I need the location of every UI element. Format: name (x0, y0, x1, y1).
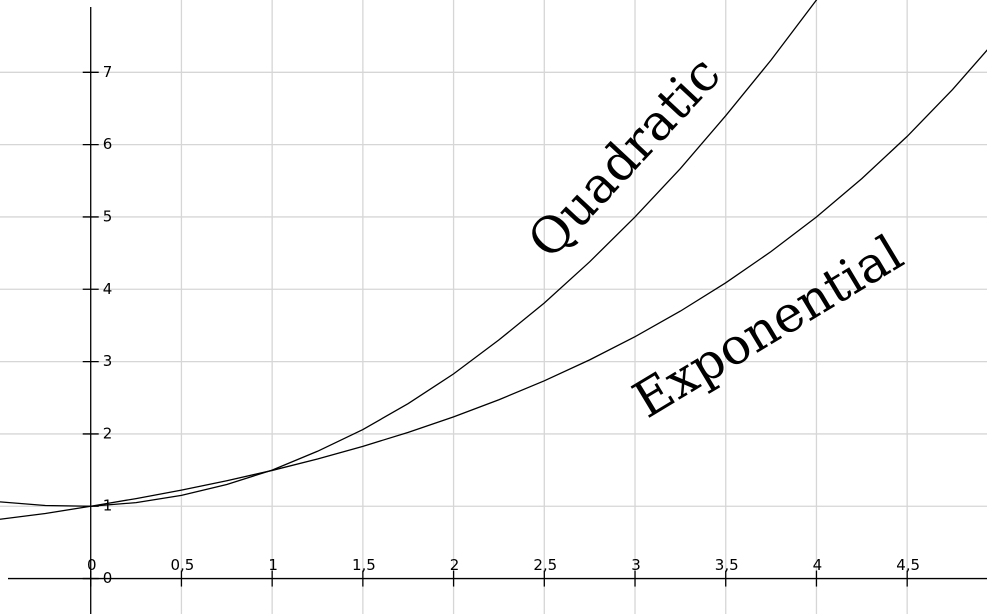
y-tick-label: 5 (103, 207, 113, 225)
x-tick-label: 1,5 (352, 556, 376, 574)
x-tick-label: 2 (450, 556, 460, 574)
y-tick-label: 0 (103, 569, 113, 587)
curve (0, 49, 987, 520)
y-tick-label: 3 (103, 352, 113, 370)
x-tick-label: 0,5 (171, 556, 195, 574)
x-tick-label: 1 (268, 556, 278, 574)
curve (0, 0, 818, 507)
y-tick-label: 1 (103, 497, 113, 515)
x-tick-label: 3,5 (715, 556, 739, 574)
y-tick-label: 2 (103, 424, 113, 442)
x-tick-label: 0 (87, 556, 97, 574)
series-label: Exponential (623, 224, 912, 430)
y-tick-label: 6 (103, 135, 113, 153)
x-tick-label: 4,5 (896, 556, 920, 574)
x-tick-label: 4 (813, 556, 823, 574)
y-tick-label: 7 (103, 63, 113, 81)
y-tick-label: 4 (103, 280, 113, 298)
x-tick-label: 3 (631, 556, 641, 574)
x-tick-label: 2,5 (533, 556, 557, 574)
series-label: Quadratic (517, 45, 732, 269)
